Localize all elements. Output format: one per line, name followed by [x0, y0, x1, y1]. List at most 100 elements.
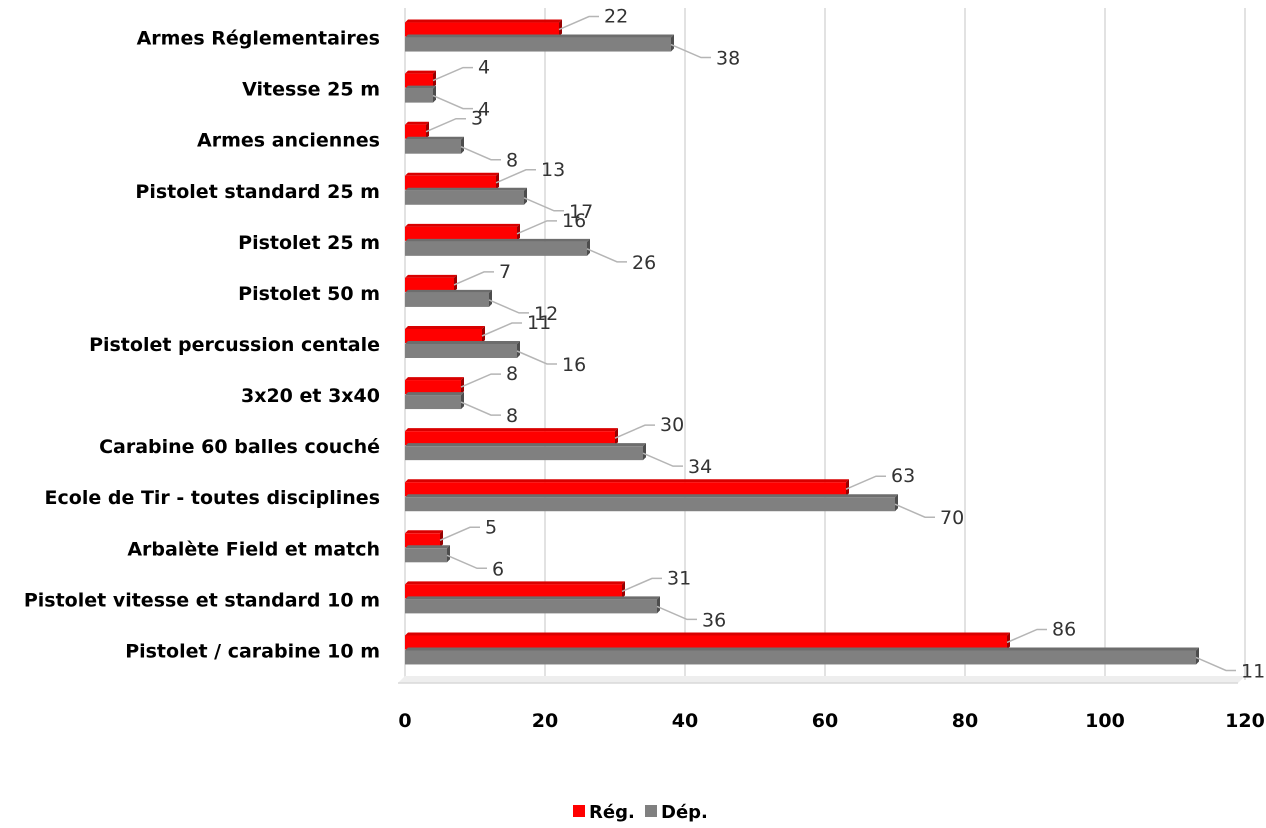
dep-leader	[894, 503, 935, 518]
bar-dep-side	[489, 289, 492, 307]
bar-reg-side	[1007, 632, 1010, 650]
bar-reg-front	[405, 431, 615, 446]
bar-dep	[405, 647, 1199, 665]
bar-dep-front	[405, 548, 447, 563]
bar-reg-front	[405, 380, 461, 395]
bar-dep-front	[405, 650, 1196, 665]
bar-reg-side	[846, 479, 849, 497]
reg-leader	[614, 424, 655, 439]
dep-leader	[460, 401, 501, 416]
bar-dep-side	[524, 187, 527, 205]
bar-reg-top	[405, 479, 849, 483]
reg-leader	[558, 15, 599, 31]
bar-dep-side	[517, 341, 520, 358]
bar-reg	[405, 223, 520, 241]
bar-reg	[405, 632, 1010, 650]
bar-dep-top	[405, 85, 436, 89]
dep-data-label: 12	[534, 303, 558, 325]
legend-label-reg: Rég.	[589, 802, 635, 823]
bar-reg-top	[405, 530, 443, 534]
bar-dep-side	[657, 596, 660, 614]
bar-reg-top	[405, 632, 1010, 636]
bar-reg-front	[405, 124, 426, 139]
bar-dep-top	[405, 545, 450, 549]
reg-leader	[845, 475, 886, 490]
bar-dep-side	[433, 85, 436, 103]
dep-leader	[446, 554, 487, 570]
bar-reg-front	[405, 226, 517, 241]
reg-data-label: 13	[541, 159, 565, 181]
bar-reg-top	[405, 428, 618, 432]
bar-dep	[405, 494, 898, 512]
bar-dep-front	[405, 88, 433, 103]
bar-reg-side	[426, 121, 429, 139]
reg-leader	[453, 271, 494, 286]
bar-dep-side	[587, 238, 590, 256]
bar-dep	[405, 289, 492, 307]
bar-reg-front	[405, 73, 433, 88]
dep-leader	[670, 43, 711, 59]
dep-data-label: 34	[688, 456, 712, 478]
bar-reg-side	[559, 19, 562, 37]
dep-data-label: 113	[1241, 660, 1266, 682]
legend-label-dep: Dép.	[661, 802, 708, 823]
bar-reg	[405, 70, 436, 88]
legend-swatch-reg	[573, 805, 585, 817]
category-label: Ecole de Tir - toutes disciplines	[45, 487, 380, 509]
bar-reg-side	[461, 377, 464, 395]
bar-reg	[405, 274, 457, 292]
bar-reg-top	[405, 581, 625, 585]
bar-dep-top	[405, 289, 492, 293]
bar-dep-top	[405, 341, 520, 344]
category-label: Armes anciennes	[197, 130, 380, 152]
bar-reg-top	[405, 326, 485, 329]
category-label: Arbalète Field et match	[127, 538, 380, 560]
bar-reg	[405, 530, 443, 548]
reg-data-label: 11	[527, 312, 551, 334]
bar-reg	[405, 581, 625, 599]
reg-leader	[432, 66, 473, 82]
category-label: Pistolet 50 m	[238, 283, 380, 305]
bar-reg-front	[405, 329, 482, 343]
x-tick-label: 120	[1225, 710, 1265, 732]
dep-leader	[488, 299, 529, 314]
dep-data-label: 16	[562, 354, 586, 376]
bar-reg-top	[405, 377, 464, 381]
bar-reg	[405, 19, 562, 37]
bar-dep-side	[1196, 647, 1199, 665]
dep-leader	[460, 146, 501, 161]
bar-reg-front	[405, 533, 440, 548]
bar-dep	[405, 596, 660, 614]
bar-reg-side	[433, 70, 436, 88]
dep-data-label: 17	[569, 201, 593, 223]
bar-reg	[405, 377, 464, 395]
reg-leader	[425, 117, 466, 133]
category-label: Pistolet vitesse et standard 10 m	[24, 589, 380, 611]
bar-dep-top	[405, 34, 674, 38]
reg-leader	[1006, 628, 1047, 644]
category-label: Carabine 60 balles couché	[99, 436, 380, 458]
bar-reg	[405, 172, 499, 190]
category-label: 3x20 et 3x40	[241, 385, 380, 407]
dep-leader	[516, 350, 557, 365]
bar-reg	[405, 326, 485, 343]
reg-leader	[516, 220, 557, 235]
dep-leader	[642, 452, 683, 467]
reg-leader	[621, 577, 662, 593]
bar-dep	[405, 187, 527, 205]
bar-dep-top	[405, 136, 464, 140]
bar-reg-front	[405, 635, 1007, 650]
bar-dep	[405, 341, 520, 358]
bar-reg	[405, 121, 429, 139]
reg-leader	[439, 526, 480, 541]
reg-data-label: 22	[604, 6, 628, 28]
bar-dep	[405, 443, 646, 461]
bar-reg-front	[405, 482, 846, 497]
dep-data-label: 8	[506, 405, 518, 427]
category-label: Vitesse 25 m	[242, 79, 380, 101]
bar-dep-top	[405, 596, 660, 600]
bar-reg	[405, 479, 849, 497]
x-tick-label: 0	[398, 710, 411, 732]
category-label: Pistolet percussion centale	[89, 334, 380, 356]
